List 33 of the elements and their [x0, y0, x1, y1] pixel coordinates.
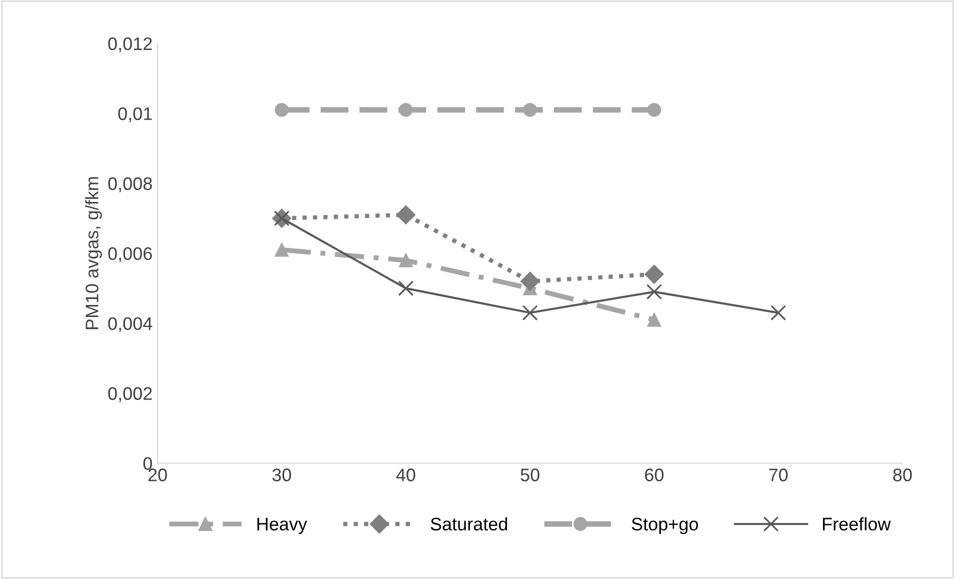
point — [644, 264, 664, 284]
point — [646, 284, 662, 300]
y-tick-label: 0,01 — [118, 107, 152, 122]
point — [398, 280, 414, 296]
y-tick-label: 0,004 — [108, 317, 152, 332]
point — [522, 305, 538, 321]
x-tick-label: 30 — [272, 468, 292, 482]
point — [523, 102, 537, 117]
y-tick-label: 0,012 — [108, 37, 152, 52]
point — [647, 312, 662, 327]
legend-label: Freeflow — [823, 517, 891, 530]
y-tick-label: 0,006 — [108, 247, 152, 262]
x-tick-label: 80 — [893, 468, 912, 482]
point — [396, 205, 416, 224]
x-tick-label: 40 — [396, 468, 416, 482]
point — [520, 272, 540, 291]
point — [647, 102, 662, 117]
legend-label: Stop+go — [632, 518, 698, 534]
point — [398, 102, 413, 117]
point — [274, 102, 289, 117]
x-tick-label: 50 — [520, 468, 540, 482]
point — [770, 305, 786, 321]
legend-label: Saturated — [430, 517, 508, 530]
point — [398, 253, 413, 268]
y-tick-label: 0 — [143, 457, 152, 470]
x-tick-label: 70 — [769, 468, 788, 482]
y-tick-label: 0,008 — [108, 177, 152, 192]
y-axis-title: PM10 avgas, g/fkm — [85, 177, 102, 330]
x-tick-label: 60 — [645, 468, 664, 482]
point — [274, 242, 289, 257]
legend-label: Heavy — [257, 518, 308, 534]
y-tick-label: 0,002 — [108, 387, 152, 402]
x-tick-label: 20 — [148, 468, 167, 482]
